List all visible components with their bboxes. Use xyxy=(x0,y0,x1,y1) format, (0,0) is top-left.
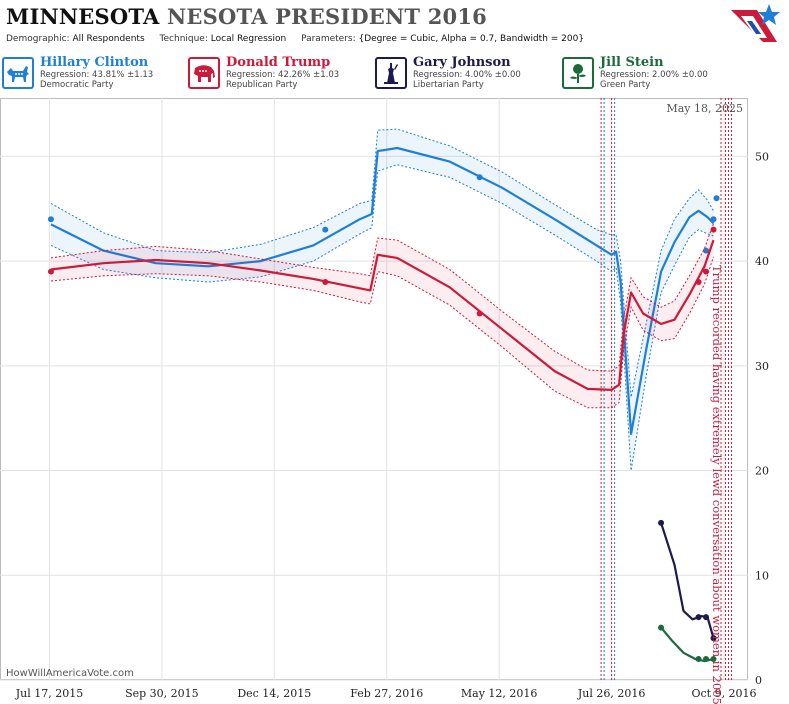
hillary-clinton-poll-point xyxy=(476,174,483,181)
candidate-card-stein[interactable]: Jill Stein Regression: 2.00% ±0.00 Green… xyxy=(562,54,748,94)
donald-trump-confidence-band xyxy=(51,223,714,408)
y-tick-label: 10 xyxy=(755,569,769,582)
candidate-regression: Regression: 4.00% ±0.00 xyxy=(413,70,521,80)
jill-stein-poll-point xyxy=(658,624,665,631)
hillary-clinton-poll-point xyxy=(322,226,329,233)
candidate-name: Hillary Clinton xyxy=(40,55,149,70)
gary-johnson-poll-point xyxy=(695,614,702,621)
title-race: NESOTA PRESIDENT 2016 xyxy=(167,4,487,29)
donald-trump-poll-point xyxy=(703,268,710,275)
candidate-card-clinton[interactable]: Hillary Clinton Regression: 43.81% ±1.13… xyxy=(2,54,188,94)
jill-stein-poll-point xyxy=(710,656,717,663)
title-state: MINNESOTA xyxy=(6,4,160,29)
donald-trump-trend-line xyxy=(50,239,715,391)
y-tick-label: 50 xyxy=(755,150,769,163)
site-logo-icon[interactable] xyxy=(727,2,781,46)
candidate-party: Democratic Party xyxy=(40,80,114,90)
candidate-party: Green Party xyxy=(600,80,651,90)
candidate-party: Republican Party xyxy=(226,80,298,90)
demographic-value: All Respondents xyxy=(72,34,145,44)
donald-trump-band-upper xyxy=(50,223,714,372)
parameters-line: Demographic: All Respondents Technique: … xyxy=(6,34,596,44)
hillary-clinton-band-lower xyxy=(50,164,714,471)
donald-trump-poll-point xyxy=(476,310,483,317)
candidate-name: Jill Stein xyxy=(600,55,664,70)
hillary-clinton-poll-point xyxy=(47,216,54,223)
hillary-clinton-poll-point xyxy=(710,216,717,223)
x-tick-label: Jul 17, 2015 xyxy=(15,687,84,700)
hillary-clinton-band-upper xyxy=(50,128,714,398)
event-annotation: Trump recorded having extremely lewd con… xyxy=(710,265,724,704)
donald-trump-band-lower xyxy=(50,256,714,409)
hillary-clinton-trend-line xyxy=(50,146,715,435)
liberty-torch-icon xyxy=(375,57,407,89)
candidate-party: Libertarian Party xyxy=(413,80,484,90)
candidate-name: Gary Johnson xyxy=(413,55,511,70)
gary-johnson-poll-point xyxy=(703,614,710,621)
x-tick-label: Jul 26, 2016 xyxy=(577,687,646,700)
elephant-icon xyxy=(188,57,220,89)
rose-icon xyxy=(562,57,594,89)
y-tick-label: 20 xyxy=(755,465,769,478)
watermark: HowWillAmericaVote.com xyxy=(6,668,134,679)
candidate-card-trump[interactable]: Donald Trump Regression: 42.26% ±1.03 Re… xyxy=(188,54,374,94)
candidate-card-johnson[interactable]: Gary Johnson Regression: 4.00% ±0.00 Lib… xyxy=(375,54,561,94)
parameters-value: {Degree = Cubic, Alpha = 0.7, Bandwidth … xyxy=(358,34,585,44)
gary-johnson-poll-point xyxy=(658,519,665,526)
candidate-regression: Regression: 2.00% ±0.00 xyxy=(600,70,708,80)
donald-trump-poll-point xyxy=(322,279,329,286)
y-tick-label: 40 xyxy=(755,255,769,268)
donkey-icon xyxy=(2,57,34,89)
y-tick-label: 0 xyxy=(755,674,762,687)
candidate-regression: Regression: 42.26% ±1.03 xyxy=(226,70,340,80)
candidate-regression: Regression: 43.81% ±1.13 xyxy=(40,70,154,80)
jill-stein-poll-point xyxy=(703,656,710,663)
demographic-label: Demographic: xyxy=(6,34,70,44)
x-tick-label: Feb 27, 2016 xyxy=(350,687,423,700)
donald-trump-poll-point xyxy=(695,279,702,286)
x-tick-label: Oct 9, 2016 xyxy=(691,687,756,700)
jill-stein-trend-line xyxy=(660,626,714,663)
gary-johnson-poll-point xyxy=(710,635,717,642)
hillary-clinton-poll-point xyxy=(703,247,710,254)
donald-trump-poll-point xyxy=(47,268,54,275)
hillary-clinton-poll-point xyxy=(713,195,720,202)
donald-trump-poll-point xyxy=(710,226,717,233)
technique-value: Local Regression xyxy=(210,34,287,44)
candidate-name: Donald Trump xyxy=(226,55,331,70)
x-tick-label: May 12, 2016 xyxy=(461,687,538,700)
x-tick-label: Sep 30, 2015 xyxy=(125,687,199,700)
technique-label: Technique: xyxy=(159,34,208,44)
page-title: MINNESOTA NESOTA PRESIDENT 2016 xyxy=(6,4,487,29)
jill-stein-poll-point xyxy=(695,656,702,663)
gary-johnson-trend-line xyxy=(660,522,715,639)
x-tick-label: Dec 14, 2015 xyxy=(237,687,311,700)
parameters-label: Parameters: xyxy=(301,34,356,44)
candidate-legend: Hillary Clinton Regression: 43.81% ±1.13… xyxy=(0,54,789,94)
y-tick-label: 30 xyxy=(755,360,769,373)
date-label: May 18, 2025 xyxy=(666,102,743,115)
